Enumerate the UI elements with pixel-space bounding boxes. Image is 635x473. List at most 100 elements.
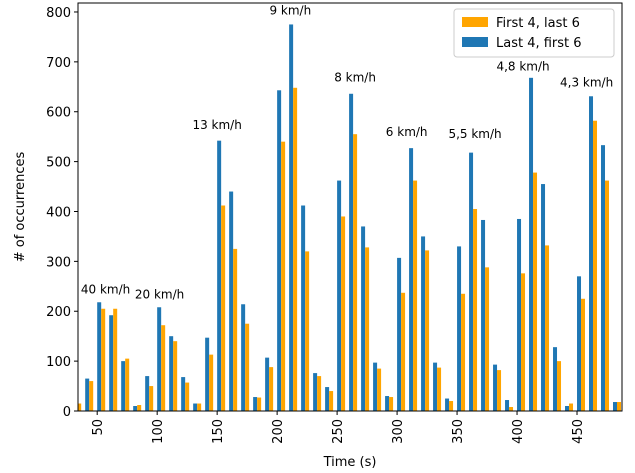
- bar: [305, 251, 310, 411]
- bar: [265, 357, 270, 411]
- bar: [245, 323, 250, 411]
- bar: [173, 341, 178, 411]
- bar: [497, 370, 502, 411]
- bar: [185, 382, 190, 411]
- annotation: 4,8 km/h: [496, 59, 549, 73]
- bar: [581, 298, 586, 411]
- bar: [505, 400, 510, 411]
- legend-label: First 4, last 6: [496, 16, 580, 31]
- bar: [101, 308, 106, 411]
- bar: [545, 245, 550, 411]
- y-tick-label: 100: [46, 355, 71, 370]
- bar: [509, 407, 514, 411]
- bar: [277, 90, 282, 411]
- y-axis-label: # of occurrences: [13, 152, 28, 263]
- bar: [601, 145, 606, 411]
- bar: [413, 180, 418, 411]
- bar: [341, 216, 346, 411]
- bar: [397, 257, 402, 411]
- y-tick-label: 400: [46, 205, 71, 220]
- y-tick-label: 300: [46, 255, 71, 270]
- bar: [605, 180, 610, 411]
- bar: [209, 354, 214, 411]
- bar: [121, 361, 126, 411]
- bar: [205, 337, 210, 411]
- bar: [461, 293, 466, 411]
- bar: [293, 87, 298, 411]
- x-tick-label: 100: [151, 419, 166, 444]
- bar: [473, 208, 478, 411]
- y-tick-label: 0: [63, 405, 71, 420]
- bars: [78, 24, 622, 411]
- bar: [329, 391, 334, 411]
- bar: [457, 246, 462, 411]
- bar: [161, 325, 166, 411]
- bar: [289, 24, 294, 411]
- y-tick-label: 500: [46, 156, 71, 171]
- annotation: 6 km/h: [386, 125, 428, 139]
- bar: [221, 205, 226, 411]
- bar: [281, 141, 286, 411]
- bar: [125, 358, 130, 411]
- bar: [521, 273, 526, 411]
- bar: [361, 226, 366, 411]
- bar: [469, 152, 474, 411]
- x-tick-label: 400: [511, 419, 526, 444]
- bar: [401, 292, 406, 411]
- bar: [617, 402, 622, 411]
- bar: [301, 205, 306, 411]
- bar: [181, 377, 186, 411]
- bar: [481, 219, 486, 411]
- bar: [433, 362, 438, 411]
- bar: [317, 376, 322, 411]
- bar: [389, 397, 394, 411]
- bar: [517, 218, 522, 411]
- bar: [533, 172, 538, 411]
- annotation: 4,3 km/h: [560, 75, 613, 89]
- bar: [437, 367, 442, 411]
- annotation: 13 km/h: [192, 118, 241, 132]
- bar: [385, 396, 390, 411]
- legend-swatch: [462, 37, 488, 47]
- bar: [409, 148, 414, 411]
- bar: [313, 373, 318, 411]
- bar: [577, 276, 582, 411]
- bar: [589, 96, 594, 411]
- bar: [149, 386, 154, 411]
- bar: [269, 367, 274, 411]
- bar: [529, 77, 534, 411]
- bar: [89, 381, 94, 411]
- legend-box: [453, 8, 615, 58]
- bar: [553, 347, 558, 411]
- x-tick-label: 150: [211, 419, 226, 444]
- bar: [145, 376, 150, 411]
- bar: [445, 398, 450, 411]
- bar: [137, 405, 142, 411]
- y-tick-label: 800: [46, 6, 71, 21]
- x-tick-label: 450: [571, 419, 586, 444]
- bar: [169, 336, 174, 411]
- annotation: 40 km/h: [81, 282, 130, 296]
- bar: [253, 397, 258, 411]
- bar: [233, 248, 238, 411]
- bar: [113, 308, 118, 411]
- bar: [541, 184, 546, 411]
- x-tick-label: 200: [271, 419, 286, 444]
- bar: [133, 406, 138, 411]
- bar: [449, 401, 454, 411]
- annotation: 20 km/h: [135, 287, 184, 301]
- bar: [337, 180, 342, 411]
- bar: [353, 134, 358, 411]
- bar: [485, 267, 490, 411]
- bar: [377, 368, 382, 411]
- bar: [229, 191, 234, 411]
- legend-swatch: [462, 17, 488, 27]
- x-tick-label: 250: [331, 419, 346, 444]
- bar: [325, 387, 330, 411]
- legend-label: Last 4, first 6: [496, 36, 582, 51]
- bar: [241, 304, 246, 411]
- bar: [217, 140, 222, 411]
- bar: [78, 403, 82, 411]
- bar: [593, 120, 598, 411]
